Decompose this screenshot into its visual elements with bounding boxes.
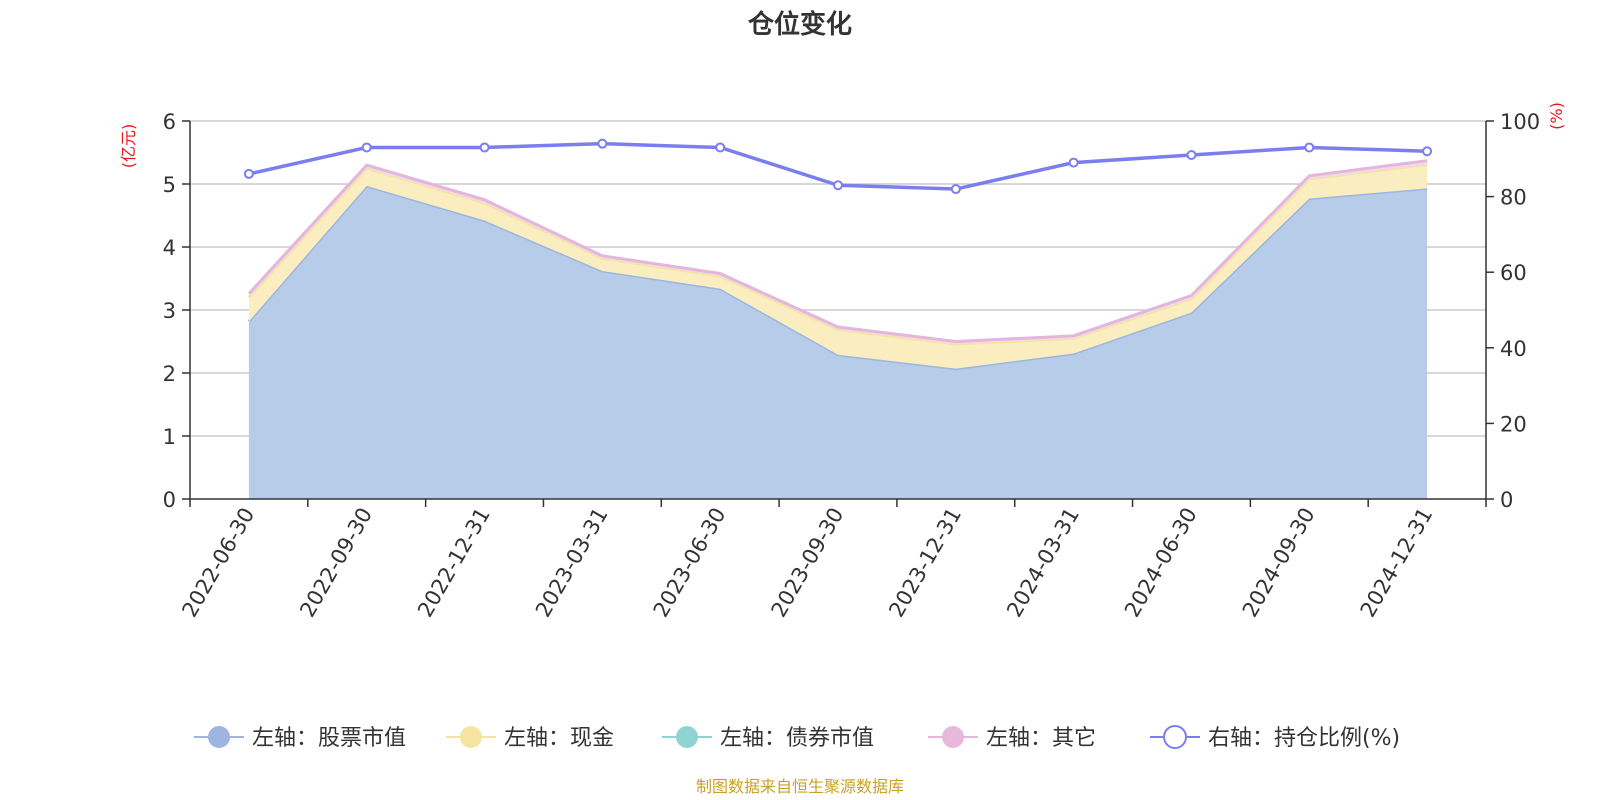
ratio-point	[833, 180, 843, 191]
left-axis-tick-label: 1	[163, 425, 176, 449]
left-axis-tick-label: 3	[163, 299, 176, 323]
x-axis-tick-label: 2022-12-31	[413, 504, 495, 622]
ratio-point	[361, 142, 372, 153]
legend-label: 左轴：股票市值	[252, 726, 406, 751]
legend-item[interactable]: 左轴：债券市值	[662, 726, 874, 751]
area-band	[248, 164, 1428, 369]
left-axis-unit: (亿元)	[119, 124, 138, 169]
legend-item[interactable]: 左轴：其它	[928, 726, 1096, 751]
legend-label: 左轴：债券市值	[720, 726, 874, 751]
legend-item[interactable]: 左轴：股票市值	[194, 726, 406, 751]
data-source-note: 制图数据来自恒生聚源数据库	[696, 777, 904, 796]
x-axis-tick-label: 2022-06-30	[177, 504, 259, 622]
legend: 左轴：股票市值 左轴：现金 左轴：债券市值 左轴：其它 右轴：持仓比例(%)	[194, 725, 1400, 751]
legend-item[interactable]: 右轴：持仓比例(%)	[1150, 725, 1400, 751]
ratio-line	[243, 138, 1433, 195]
left-axis-tick-label: 4	[163, 236, 176, 260]
ratio-point	[597, 138, 608, 149]
area-edge-line	[247, 159, 1428, 343]
right-axis-tick-label: 100	[1500, 110, 1540, 134]
x-axis-tick-label: 2022-09-30	[295, 504, 377, 622]
x-axis-tick-label: 2023-03-31	[531, 504, 613, 622]
right-axis-tick-label: 0	[1500, 488, 1513, 512]
legend-label: 右轴：持仓比例(%)	[1208, 726, 1400, 751]
x-axis-tick-label: 2024-03-31	[1002, 504, 1084, 622]
ratio-point	[1304, 142, 1315, 153]
x-axis-tick-label: 2023-06-30	[649, 504, 731, 622]
ratio-point	[715, 142, 726, 153]
x-axis-tick-label: 2023-09-30	[767, 504, 849, 622]
right-axis-tick-label: 40	[1500, 337, 1527, 361]
legend-marker	[942, 726, 964, 748]
left-axis-tick-label: 5	[163, 173, 176, 197]
x-axis-tick-label: 2024-12-31	[1356, 504, 1438, 622]
ratio-point	[479, 142, 490, 153]
legend-label: 左轴：现金	[504, 726, 614, 751]
ratio-point	[950, 184, 961, 195]
right-axis-tick-label: 20	[1500, 412, 1527, 436]
left-axis-tick-label: 6	[163, 110, 176, 134]
legend-label: 左轴：其它	[986, 726, 1096, 751]
legend-marker	[460, 726, 482, 748]
left-axis-tick-label: 0	[163, 488, 176, 512]
x-axis-tick-label: 2024-09-30	[1238, 504, 1320, 622]
stacked-areas	[247, 159, 1428, 499]
legend-marker	[208, 726, 230, 748]
legend-marker	[676, 726, 698, 748]
chart-title: 仓位变化	[747, 9, 852, 40]
right-axis-unit: (%)	[1547, 102, 1566, 130]
ratio-point	[243, 168, 254, 179]
right-axis-tick-label: 60	[1500, 261, 1527, 285]
ratio-point	[1422, 146, 1433, 157]
ratio-point	[1186, 150, 1197, 161]
right-axis-tick-label: 80	[1500, 186, 1527, 210]
left-axis-tick-label: 2	[163, 362, 176, 386]
x-axis-tick-label: 2023-12-31	[884, 504, 966, 622]
ratio-point	[1068, 157, 1079, 168]
area-band	[248, 185, 1428, 499]
legend-marker	[1163, 725, 1187, 749]
legend-item[interactable]: 左轴：现金	[446, 726, 614, 751]
x-axis-tick-label: 2024-06-30	[1120, 504, 1202, 622]
